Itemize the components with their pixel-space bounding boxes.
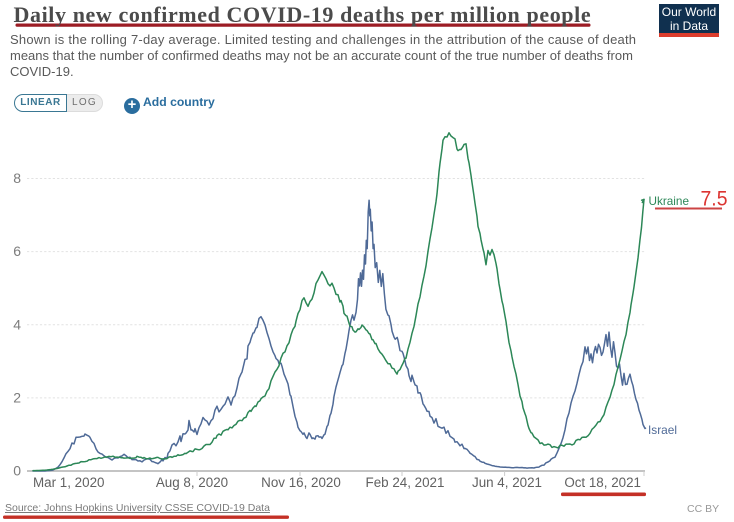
svg-text:6: 6 bbox=[13, 243, 21, 259]
svg-text:8: 8 bbox=[13, 170, 21, 186]
svg-text:Ukraine: Ukraine bbox=[649, 194, 690, 208]
svg-text:Oct 18, 2021: Oct 18, 2021 bbox=[564, 475, 641, 490]
svg-text:2: 2 bbox=[13, 389, 21, 405]
svg-text:Aug 8, 2020: Aug 8, 2020 bbox=[156, 475, 228, 490]
svg-text:Nov 16, 2020: Nov 16, 2020 bbox=[261, 475, 341, 490]
svg-text:Feb 24, 2021: Feb 24, 2021 bbox=[366, 475, 445, 490]
svg-text:Jun 4, 2021: Jun 4, 2021 bbox=[472, 475, 542, 490]
svg-text:7.5: 7.5 bbox=[701, 187, 728, 211]
svg-text:Mar 1, 2020: Mar 1, 2020 bbox=[33, 475, 104, 490]
svg-text:4: 4 bbox=[13, 316, 21, 332]
svg-text:0: 0 bbox=[13, 463, 21, 479]
svg-text:Israel: Israel bbox=[648, 423, 677, 437]
